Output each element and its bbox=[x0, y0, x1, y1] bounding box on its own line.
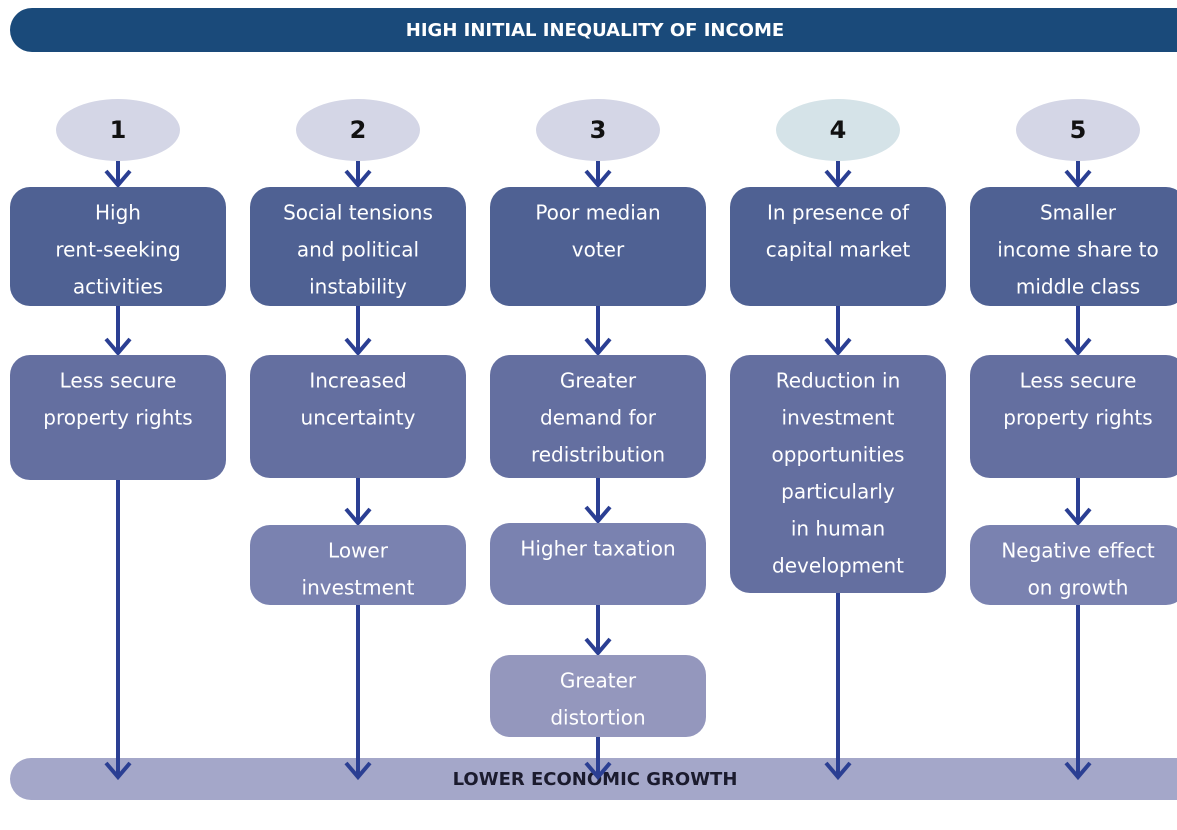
step-text: particularly bbox=[781, 480, 895, 504]
step-text: Smaller bbox=[1040, 201, 1117, 225]
step-text: Reduction in bbox=[776, 369, 901, 393]
arrow-head bbox=[584, 505, 612, 525]
arrow-head bbox=[344, 761, 372, 781]
step-text: development bbox=[772, 554, 904, 578]
step-box bbox=[250, 525, 466, 605]
arrow-head bbox=[1064, 761, 1092, 781]
arrow-head bbox=[344, 507, 372, 527]
arrow-head bbox=[584, 337, 612, 357]
arrow-head bbox=[824, 761, 852, 781]
number-ellipse bbox=[776, 99, 900, 161]
step-box bbox=[490, 523, 706, 605]
step-box bbox=[250, 187, 466, 306]
step-text: Greater bbox=[560, 369, 637, 393]
number-ellipse bbox=[296, 99, 420, 161]
step-text: and political bbox=[297, 238, 419, 262]
step-text: investment bbox=[782, 406, 895, 430]
step-box bbox=[10, 187, 226, 306]
step-text: activities bbox=[73, 275, 163, 299]
step-text: on growth bbox=[1028, 576, 1129, 600]
arrow-head bbox=[104, 337, 132, 357]
step-text: Less secure bbox=[60, 369, 177, 393]
step-text: Higher taxation bbox=[520, 537, 675, 561]
step-text: Less secure bbox=[1020, 369, 1137, 393]
footer-title: LOWER ECONOMIC GROWTH bbox=[453, 769, 738, 790]
step-box bbox=[970, 525, 1177, 605]
step-text: voter bbox=[572, 238, 625, 262]
step-text: in human bbox=[791, 517, 885, 541]
step-text: property rights bbox=[1003, 406, 1152, 430]
step-box bbox=[730, 355, 946, 593]
step-text: distortion bbox=[550, 706, 645, 730]
step-text: instability bbox=[309, 275, 407, 299]
column-number: 5 bbox=[1070, 116, 1087, 144]
step-text: Lower bbox=[328, 539, 389, 563]
step-text: capital market bbox=[766, 238, 911, 262]
header-title: HIGH INITIAL INEQUALITY OF INCOME bbox=[406, 20, 784, 41]
step-box bbox=[490, 355, 706, 478]
arrow-head bbox=[584, 637, 612, 657]
step-box bbox=[250, 355, 466, 478]
step-text: Negative effect bbox=[1001, 539, 1154, 563]
header-bar bbox=[10, 8, 1177, 52]
column-number: 4 bbox=[830, 116, 847, 144]
arrow-head bbox=[824, 337, 852, 357]
arrow-head bbox=[824, 169, 852, 189]
step-text: Social tensions bbox=[283, 201, 433, 225]
arrow-head bbox=[584, 169, 612, 189]
arrow-head bbox=[1064, 337, 1092, 357]
number-ellipse bbox=[56, 99, 180, 161]
arrow-head bbox=[344, 337, 372, 357]
footer-bar bbox=[10, 758, 1177, 800]
step-box bbox=[970, 187, 1177, 306]
step-text: middle class bbox=[1016, 275, 1140, 299]
step-text: property rights bbox=[43, 406, 192, 430]
number-ellipse bbox=[1016, 99, 1140, 161]
step-box bbox=[490, 187, 706, 306]
step-box bbox=[730, 187, 946, 306]
step-text: investment bbox=[302, 576, 415, 600]
step-text: rent-seeking bbox=[55, 238, 180, 262]
step-text: Greater bbox=[560, 669, 637, 693]
column-number: 3 bbox=[590, 116, 607, 144]
column-number: 1 bbox=[110, 116, 127, 144]
step-text: opportunities bbox=[772, 443, 905, 467]
arrow-head bbox=[104, 761, 132, 781]
step-text: income share to bbox=[997, 238, 1158, 262]
step-text: High bbox=[95, 201, 141, 225]
step-text: Poor median bbox=[535, 201, 660, 225]
step-text: In presence of bbox=[767, 201, 910, 225]
step-box bbox=[10, 355, 226, 480]
step-text: uncertainty bbox=[301, 406, 416, 430]
arrow-head bbox=[104, 169, 132, 189]
column-number: 2 bbox=[350, 116, 367, 144]
step-text: Increased bbox=[309, 369, 406, 393]
step-box bbox=[970, 355, 1177, 478]
arrow-head bbox=[1064, 169, 1092, 189]
arrow-head bbox=[1064, 507, 1092, 527]
step-text: demand for bbox=[540, 406, 657, 430]
step-box bbox=[490, 655, 706, 737]
number-ellipse bbox=[536, 99, 660, 161]
step-text: redistribution bbox=[531, 443, 665, 467]
arrow-head bbox=[344, 169, 372, 189]
arrow-head bbox=[584, 761, 612, 781]
